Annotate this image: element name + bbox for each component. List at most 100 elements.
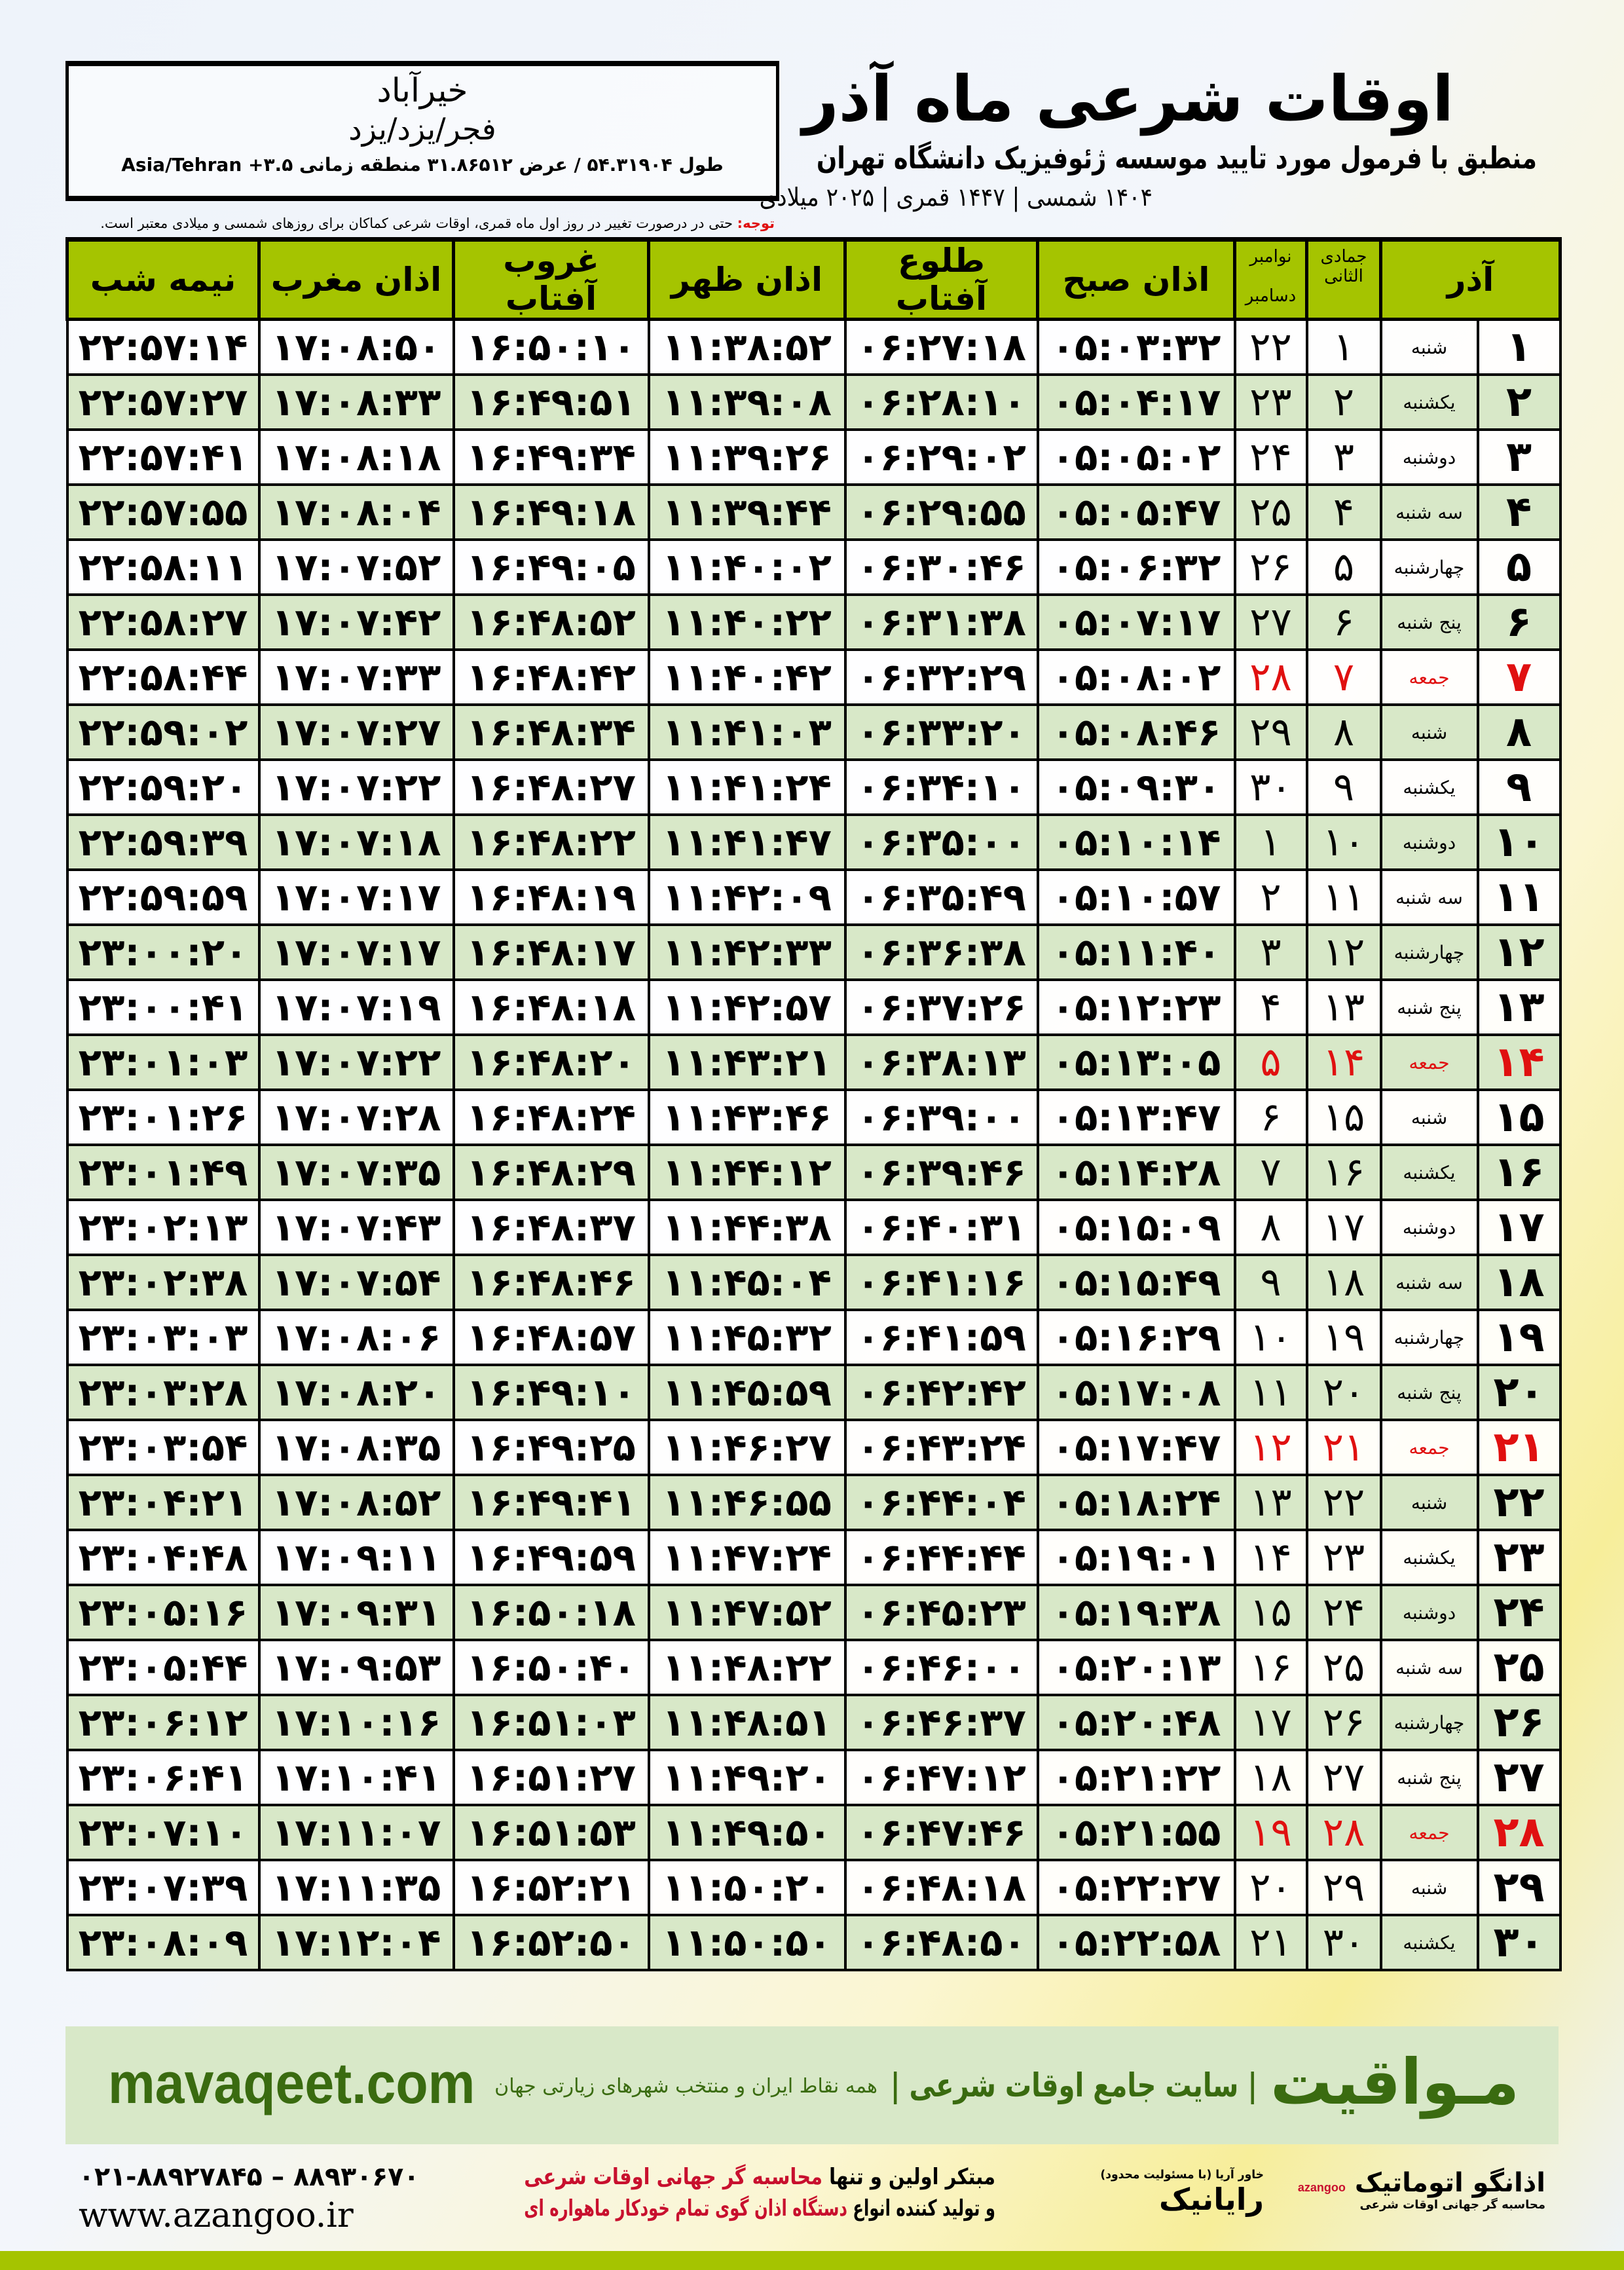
location-path: فجر/یزد/یزد bbox=[348, 111, 496, 147]
cell-weekday: جمعه bbox=[1379, 1419, 1479, 1476]
cell-sobh: ۰۵:۲۱:۵۵ bbox=[1036, 1804, 1236, 1861]
cell-tolu: ۰۶:۳۴:۱۰ bbox=[843, 758, 1039, 816]
cell-sobh: ۰۵:۱۸:۲۴ bbox=[1036, 1474, 1236, 1531]
cell-greg-day: ۱۰ bbox=[1233, 1309, 1308, 1366]
col-zohr: اذان ظهر bbox=[647, 237, 847, 321]
table-row: ۸ شنبه ۸ ۲۹ ۰۵:۰۸:۴۶ ۰۶:۳۳:۲۰ ۱۱:۴۱:۰۳ ۱۶:۴۸:۳۴… bbox=[65, 703, 1562, 761]
cell-hijri-day: ۱۱ bbox=[1305, 868, 1382, 926]
table-row: ۱۵ شنبه ۱۵ ۶ ۰۵:۱۳:۴۷ ۰۶:۳۹:۰۰ ۱۱:۴۳:۴۶ ۱۶:۴۸:۲… bbox=[65, 1088, 1562, 1146]
cell-hijri-day: ۲۰ bbox=[1305, 1364, 1382, 1421]
cell-zohr: ۱۱:۴۴:۳۸ bbox=[647, 1199, 847, 1256]
cell-greg-day: ۱ bbox=[1233, 813, 1308, 871]
cell-ghurub: ۱۶:۴۹:۲۵ bbox=[452, 1419, 650, 1476]
cell-day: ۳ bbox=[1476, 428, 1562, 486]
cell-maghrib: ۱۷:۰۷:۱۹ bbox=[257, 978, 455, 1036]
cell-nimeh: ۲۳:۰۱:۲۶ bbox=[65, 1088, 261, 1146]
cell-nimeh: ۲۳:۰۳:۵۴ bbox=[65, 1419, 261, 1476]
cell-sobh: ۰۵:۰۴:۱۷ bbox=[1036, 373, 1236, 431]
table-row: ۵ چهارشنبه ۵ ۲۶ ۰۵:۰۶:۳۲ ۰۶:۳۰:۴۶ ۱۱:۴۰:۰۲ ۱۶:۴… bbox=[65, 538, 1562, 596]
cell-sobh: ۰۵:۱۳:۰۵ bbox=[1036, 1033, 1236, 1091]
cell-nimeh: ۲۳:۰۶:۴۱ bbox=[65, 1749, 261, 1806]
cell-weekday: سه شنبه bbox=[1379, 1639, 1479, 1696]
table-row: ۴ سه شنبه ۴ ۲۵ ۰۵:۰۵:۴۷ ۰۶:۲۹:۵۵ ۱۱:۳۹:۴۴ ۱۶:۴۹… bbox=[65, 483, 1562, 541]
cell-day: ۸ bbox=[1476, 703, 1562, 761]
cell-maghrib: ۱۷:۰۷:۲۷ bbox=[257, 703, 455, 761]
cell-day: ۲۹ bbox=[1476, 1859, 1562, 1916]
cell-sobh: ۰۵:۱۵:۴۹ bbox=[1036, 1254, 1236, 1311]
cell-ghurub: ۱۶:۴۹:۱۸ bbox=[452, 483, 650, 541]
cell-greg-day: ۱۱ bbox=[1233, 1364, 1308, 1421]
cell-zohr: ۱۱:۵۰:۵۰ bbox=[647, 1914, 847, 1971]
cell-day: ۴ bbox=[1476, 483, 1562, 541]
cell-maghrib: ۱۷:۰۸:۳۳ bbox=[257, 373, 455, 431]
col-greg-bottom: دسامبر bbox=[1245, 286, 1297, 306]
cell-zohr: ۱۱:۳۸:۵۲ bbox=[647, 318, 847, 376]
cell-sobh: ۰۵:۱۳:۴۷ bbox=[1036, 1088, 1236, 1146]
note-label: توجه: bbox=[737, 215, 775, 231]
cell-ghurub: ۱۶:۴۹:۱۰ bbox=[452, 1364, 650, 1421]
cell-sobh: ۰۵:۱۵:۰۹ bbox=[1036, 1199, 1236, 1256]
cell-hijri-day: ۲۴ bbox=[1305, 1584, 1382, 1641]
cell-day: ۹ bbox=[1476, 758, 1562, 816]
cell-ghurub: ۱۶:۴۸:۲۷ bbox=[452, 758, 650, 816]
azangoo-link[interactable]: www.azangoo.ir bbox=[79, 2196, 354, 2235]
cell-zohr: ۱۱:۴۲:۳۳ bbox=[647, 923, 847, 981]
cell-tolu: ۰۶:۳۶:۳۸ bbox=[843, 923, 1039, 981]
cell-greg-day: ۱۷ bbox=[1233, 1694, 1308, 1751]
col-hijri: جمادی الثانی bbox=[1305, 237, 1382, 321]
cell-tolu: ۰۶:۴۲:۴۲ bbox=[843, 1364, 1039, 1421]
cell-day: ۲ bbox=[1476, 373, 1562, 431]
table-row: ۱۶ یکشنبه ۱۶ ۷ ۰۵:۱۴:۲۸ ۰۶:۳۹:۴۶ ۱۱:۴۴:۱۲ ۱۶:۴۸… bbox=[65, 1144, 1562, 1201]
cell-maghrib: ۱۷:۰۹:۱۱ bbox=[257, 1529, 455, 1586]
cell-weekday: شنبه bbox=[1379, 1859, 1479, 1916]
cell-ghurub: ۱۶:۴۸:۲۴ bbox=[452, 1088, 650, 1146]
cell-tolu: ۰۶:۲۹:۰۲ bbox=[843, 428, 1039, 486]
cell-greg-day: ۸ bbox=[1233, 1199, 1308, 1256]
cell-weekday: شنبه bbox=[1379, 1088, 1479, 1146]
cell-maghrib: ۱۷:۰۷:۱۷ bbox=[257, 923, 455, 981]
cell-greg-day: ۹ bbox=[1233, 1254, 1308, 1311]
cell-tolu: ۰۶:۴۸:۵۰ bbox=[843, 1914, 1039, 1971]
table-row: ۱۸ سه شنبه ۱۸ ۹ ۰۵:۱۵:۴۹ ۰۶:۴۱:۱۶ ۱۱:۴۵:۰۴ ۱۶:۴… bbox=[65, 1254, 1562, 1311]
cell-zohr: ۱۱:۴۷:۵۲ bbox=[647, 1584, 847, 1641]
cell-hijri-day: ۵ bbox=[1305, 538, 1382, 596]
cell-nimeh: ۲۳:۰۵:۴۴ bbox=[65, 1639, 261, 1696]
cell-weekday: دوشنبه bbox=[1379, 428, 1479, 486]
cell-greg-day: ۴ bbox=[1233, 978, 1308, 1036]
col-hijri-label: جمادی الثانی bbox=[1320, 247, 1367, 286]
cell-hijri-day: ۱۶ bbox=[1305, 1144, 1382, 1201]
cell-sobh: ۰۵:۱۷:۰۸ bbox=[1036, 1364, 1236, 1421]
cell-day: ۱۷ bbox=[1476, 1199, 1562, 1256]
cell-tolu: ۰۶:۲۹:۵۵ bbox=[843, 483, 1039, 541]
promo-2a: و تولید کننده انواع bbox=[847, 2195, 995, 2222]
cell-weekday: جمعه bbox=[1379, 1804, 1479, 1861]
cell-day: ۱۲ bbox=[1476, 923, 1562, 981]
cell-maghrib: ۱۷:۰۷:۵۲ bbox=[257, 538, 455, 596]
table-row: ۲۲ شنبه ۲۲ ۱۳ ۰۵:۱۸:۲۴ ۰۶:۴۴:۰۴ ۱۱:۴۶:۵۵ ۱۶:۴۹:… bbox=[65, 1474, 1562, 1531]
cell-day: ۱۳ bbox=[1476, 978, 1562, 1036]
cell-tolu: ۰۶:۳۵:۴۹ bbox=[843, 868, 1039, 926]
cell-tolu: ۰۶:۴۰:۳۱ bbox=[843, 1199, 1039, 1256]
cell-weekday: چهارشنبه bbox=[1379, 538, 1479, 596]
cell-hijri-day: ۲۱ bbox=[1305, 1419, 1382, 1476]
cell-day: ۱ bbox=[1476, 318, 1562, 376]
cell-hijri-day: ۱۵ bbox=[1305, 1088, 1382, 1146]
cell-nimeh: ۲۲:۵۹:۰۲ bbox=[65, 703, 261, 761]
cell-ghurub: ۱۶:۴۹:۵۱ bbox=[452, 373, 650, 431]
cell-ghurub: ۱۶:۴۸:۵۷ bbox=[452, 1309, 650, 1366]
cell-nimeh: ۲۲:۵۷:۴۱ bbox=[65, 428, 261, 486]
cell-maghrib: ۱۷:۰۷:۱۸ bbox=[257, 813, 455, 871]
prayer-times-table: آذر جمادی الثانی نوامبر دسامبر اذان صبح ط… bbox=[65, 237, 1562, 1971]
cell-weekday: پنج شنبه bbox=[1379, 1364, 1479, 1421]
cell-zohr: ۱۱:۴۶:۵۵ bbox=[647, 1474, 847, 1531]
cell-nimeh: ۲۲:۵۷:۲۷ bbox=[65, 373, 261, 431]
cell-ghurub: ۱۶:۴۹:۳۴ bbox=[452, 428, 650, 486]
table-row: ۲۳ یکشنبه ۲۳ ۱۴ ۰۵:۱۹:۰۱ ۰۶:۴۴:۴۴ ۱۱:۴۷:۲۴ ۱۶:۴… bbox=[65, 1529, 1562, 1586]
table-row: ۲۹ شنبه ۲۹ ۲۰ ۰۵:۲۲:۲۷ ۰۶:۴۸:۱۸ ۱۱:۵۰:۲۰ ۱۶:۵۲:… bbox=[65, 1859, 1562, 1916]
azangoo-logo: اذانگو اتوماتیک azangoo محاسبه گر جهانی ا… bbox=[1283, 2168, 1545, 2212]
site-link[interactable]: mavaqeet.com bbox=[108, 2051, 475, 2115]
cell-nimeh: ۲۳:۰۳:۰۳ bbox=[65, 1309, 261, 1366]
cell-weekday: سه شنبه bbox=[1379, 868, 1479, 926]
cell-greg-day: ۱۸ bbox=[1233, 1749, 1308, 1806]
cell-hijri-day: ۳ bbox=[1305, 428, 1382, 486]
